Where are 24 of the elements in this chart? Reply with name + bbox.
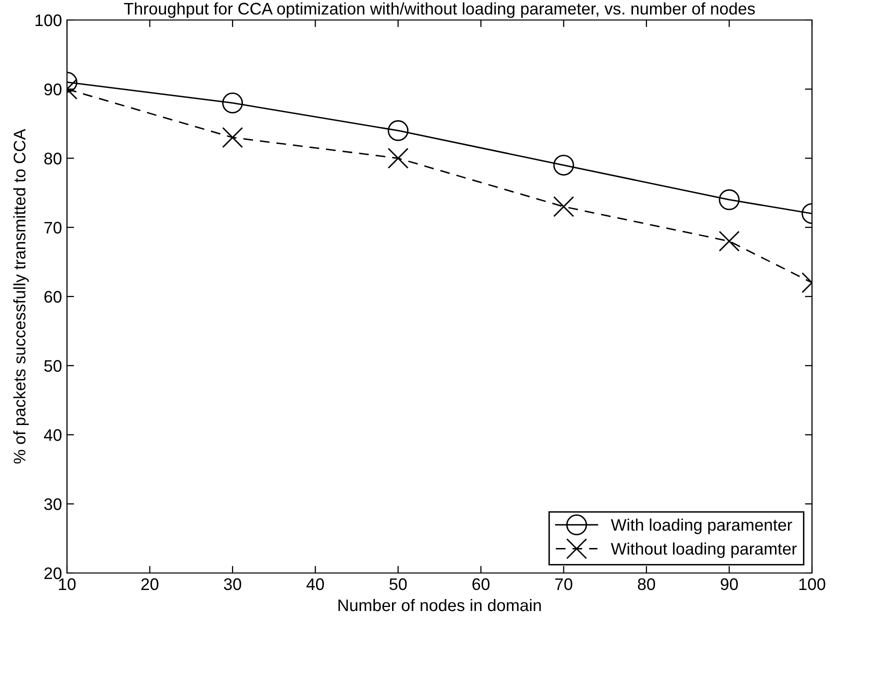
chart-title: Throughput for CCA optimization with/without loading parameter, vs. number of nodes bbox=[124, 2, 755, 18]
y-tick-label: 20 bbox=[44, 567, 62, 580]
x-tick-label: 60 bbox=[472, 578, 490, 590]
x-tick-label: 40 bbox=[306, 578, 324, 590]
y-tick-label: 90 bbox=[44, 84, 62, 96]
y-tick-label: 70 bbox=[44, 222, 62, 234]
x-tick-label: 90 bbox=[720, 578, 738, 590]
legend-label: With loading paramenter bbox=[610, 518, 792, 534]
x-tick-label: 70 bbox=[555, 578, 572, 590]
y-tick-label: 100 bbox=[36, 14, 62, 26]
legend-label: Without loading paramter bbox=[610, 542, 797, 558]
x-tick-label: 50 bbox=[390, 578, 407, 590]
y-axis-title: % of packets successfully transmitted to CCA bbox=[13, 128, 29, 464]
y-tick-label: 50 bbox=[44, 360, 62, 372]
y-tick-label: 30 bbox=[44, 498, 62, 510]
y-tick-label: 60 bbox=[44, 290, 62, 303]
x-tick-label: 30 bbox=[224, 578, 242, 590]
y-tick-label: 80 bbox=[44, 152, 62, 164]
x-tick-label: 100 bbox=[799, 578, 826, 590]
x-tick-label: 20 bbox=[141, 578, 158, 590]
x-tick-label: 80 bbox=[638, 578, 656, 590]
y-tick-label: 40 bbox=[44, 429, 62, 441]
x-axis-title: Number of nodes in domain bbox=[338, 598, 541, 612]
x-tick-label: 10 bbox=[59, 578, 76, 590]
